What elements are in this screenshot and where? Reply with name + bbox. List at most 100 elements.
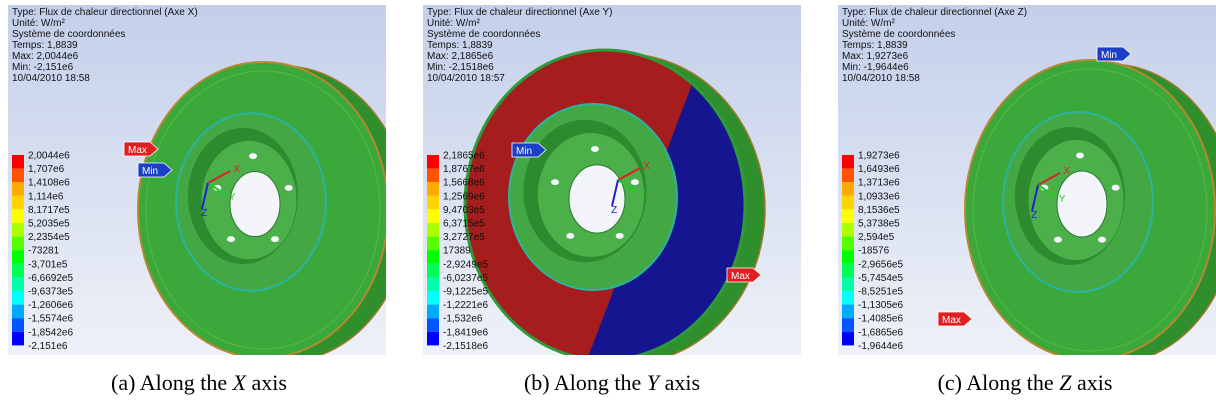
legend-label: -5,7454e5	[858, 273, 903, 284]
caption: (a) Along the X axis	[111, 370, 287, 395]
header-line: Type: Flux de chaleur directionnel (Axe …	[842, 7, 1027, 18]
legend-label: -2,9656e5	[858, 259, 903, 270]
legend-swatch	[842, 155, 854, 169]
bolt-hole	[566, 233, 574, 239]
min-tag-label: Min	[142, 166, 158, 177]
legend-label: 17389	[443, 246, 471, 257]
legend-label: -6,6692e5	[28, 273, 73, 284]
legend-swatch	[427, 169, 439, 183]
legend-swatch	[12, 223, 24, 237]
legend-swatch	[12, 264, 24, 278]
legend-swatch	[842, 291, 854, 305]
bolt-hole	[249, 153, 257, 159]
legend-label: -73281	[28, 246, 60, 257]
legend-swatch	[842, 169, 854, 183]
caption: (c) Along the Z axis	[938, 370, 1113, 395]
legend-swatch	[427, 318, 439, 332]
header-line: Unité: W/m²	[427, 18, 480, 29]
triad-label: Y	[639, 189, 646, 200]
header-line: Max: 2,0044e6	[12, 51, 79, 62]
legend-swatch	[12, 209, 24, 223]
header-line: Système de coordonnées	[842, 29, 955, 40]
header-line: Type: Flux de chaleur directionnel (Axe …	[12, 7, 198, 18]
caption-prefix: (a) Along the	[111, 370, 227, 395]
bolt-hole	[271, 236, 279, 242]
legend-label: 1,9273e6	[858, 151, 900, 162]
header-line: Temps: 1,8839	[12, 40, 78, 51]
legend-label: -2,1518e6	[443, 341, 488, 352]
legend-label: 1,114e6	[28, 191, 64, 202]
legend-swatch	[842, 305, 854, 319]
triad-label: Y	[229, 192, 236, 203]
legend-label: 2,0044e6	[28, 151, 70, 162]
triad-label: X	[643, 161, 650, 172]
header-line: Système de coordonnées	[427, 29, 540, 40]
legend-swatch	[427, 237, 439, 251]
triad-label: X	[233, 164, 240, 175]
legend-swatch	[12, 332, 24, 346]
legend-label: 6,3715e5	[443, 219, 485, 230]
legend-label: -1,2221e6	[443, 300, 488, 311]
triad-label: Y	[1059, 194, 1066, 205]
legend-label: -9,1225e5	[443, 287, 488, 298]
legend-label: -1,2606e6	[28, 300, 73, 311]
header-line: Système de coordonnées	[12, 29, 125, 40]
legend-label: 9,4703e5	[443, 205, 485, 216]
header-line: Max: 2,1865e6	[427, 51, 494, 62]
legend-swatch	[427, 155, 439, 169]
caption-axis: Z	[1059, 370, 1072, 395]
legend-swatch	[842, 196, 854, 210]
legend-swatch	[842, 250, 854, 264]
header-line: Temps: 1,8839	[427, 40, 493, 51]
legend-swatch	[427, 305, 439, 319]
legend-label: -9,6373e5	[28, 287, 73, 298]
triad-label: Z	[201, 208, 207, 219]
triad-label: Z	[1031, 210, 1037, 221]
legend-swatch	[427, 277, 439, 291]
header-line: Min: -2,151e6	[12, 62, 74, 73]
legend-label: -1,8419e6	[443, 327, 488, 338]
legend-label: 2,594e5	[858, 232, 895, 243]
legend-label: 1,2569e6	[443, 191, 485, 202]
legend-label: -8,5251e5	[858, 287, 903, 298]
legend-swatch	[12, 155, 24, 169]
bolt-hole	[616, 233, 624, 239]
legend-label: 5,2035e5	[28, 219, 70, 230]
legend-label: -18576	[858, 246, 890, 257]
caption-suffix: axis	[665, 370, 700, 395]
legend-label: 8,1536e5	[858, 205, 900, 216]
caption-prefix: (c) Along the	[938, 370, 1054, 395]
legend-swatch	[842, 182, 854, 196]
legend-label: 2,1865e6	[443, 151, 485, 162]
header-line: Min: -2,1518e6	[427, 62, 494, 73]
legend-label: -1,6865e6	[858, 327, 903, 338]
legend-swatch	[12, 318, 24, 332]
legend-label: 8,1717e5	[28, 205, 70, 216]
legend-swatch	[842, 318, 854, 332]
legend-swatch	[427, 182, 439, 196]
bolt-hole	[227, 236, 235, 242]
header-line: Unité: W/m²	[842, 18, 895, 29]
header-line: Temps: 1,8839	[842, 40, 908, 51]
legend-swatch	[12, 277, 24, 291]
legend-swatch	[12, 196, 24, 210]
disc	[965, 60, 1216, 364]
legend-label: 5,3738e5	[858, 219, 900, 230]
header-line: 10/04/2010 18:58	[842, 73, 920, 84]
legend-label: 1,3713e6	[858, 178, 900, 189]
legend-swatch	[427, 196, 439, 210]
max-tag-label: Max	[128, 145, 147, 156]
legend-label: -3,701e5	[28, 259, 68, 270]
legend-swatch	[427, 250, 439, 264]
legend-label: 1,8767e6	[443, 164, 485, 175]
caption: (b) Along the Y axis	[524, 370, 700, 395]
legend-label: 2,2354e5	[28, 232, 70, 243]
legend-swatch	[842, 223, 854, 237]
legend-label: 1,707e6	[28, 164, 65, 175]
legend-swatch	[427, 223, 439, 237]
header-line: 10/04/2010 18:57	[427, 73, 505, 84]
header-line: Unité: W/m²	[12, 18, 65, 29]
legend-label: 1,5668e6	[443, 178, 485, 189]
legend-swatch	[842, 209, 854, 223]
